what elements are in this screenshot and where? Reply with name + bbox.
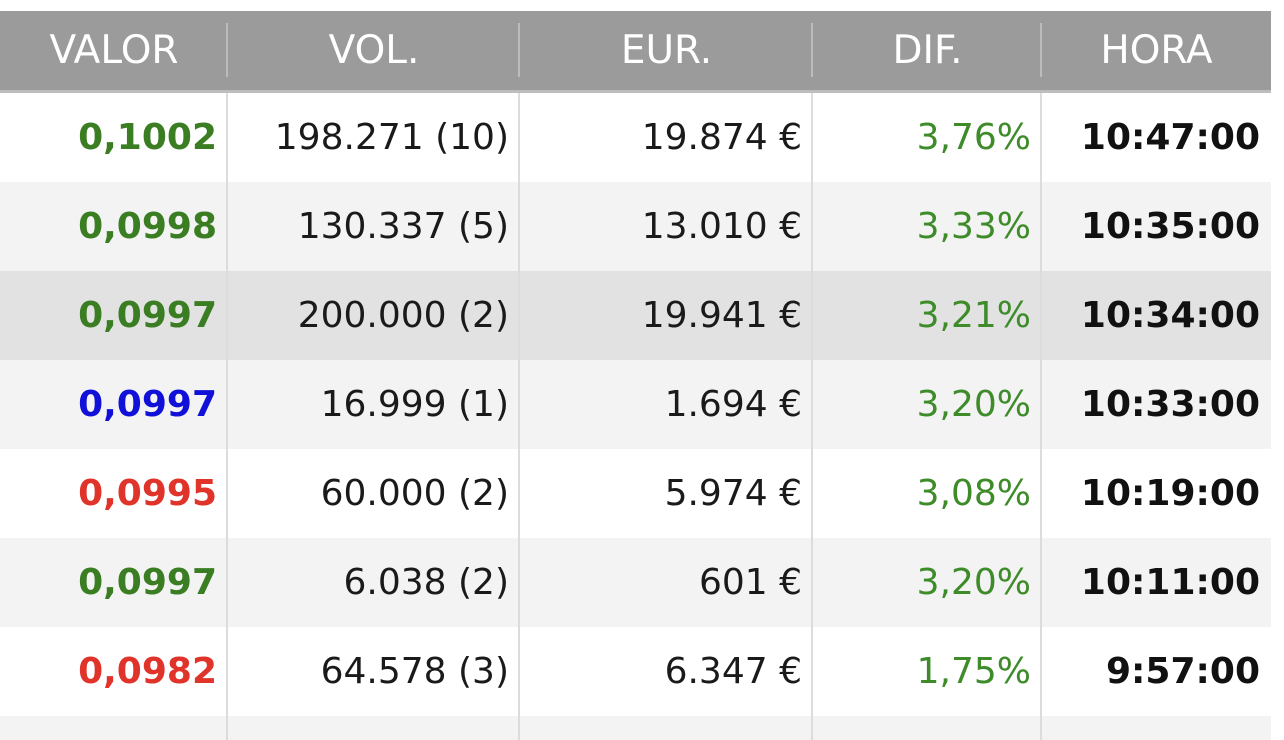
column-header-eur[interactable]: EUR.	[520, 11, 813, 90]
cell-hora: 10:33:00	[1080, 384, 1260, 425]
table-row-partial	[0, 716, 1271, 740]
cell-eur: 13.010 €	[520, 182, 813, 271]
cell-vol: 6.038 (2)	[228, 538, 520, 627]
cell-hora: 10:35:00	[1080, 206, 1260, 247]
cell-hora: 10:34:00	[1080, 295, 1260, 336]
cell-dif: 3,21%	[813, 271, 1042, 360]
cell-vol: 200.000 (2)	[228, 271, 520, 360]
table-header: VALOR VOL. EUR. DIF. HORA	[0, 11, 1271, 93]
cell-eur: 1.694 €	[520, 360, 813, 449]
cell-eur: 19.874 €	[520, 93, 813, 182]
column-header-vol[interactable]: VOL.	[228, 11, 520, 90]
table-row[interactable]: 0,0995 60.000 (2) 5.974 € 3,08% 10:19:00	[0, 449, 1271, 538]
cell-vol: 16.999 (1)	[228, 360, 520, 449]
cell-dif: 3,76%	[813, 93, 1042, 182]
cell-empty	[1042, 716, 1271, 740]
cell-hora: 10:11:00	[1080, 562, 1260, 603]
cell-vol: 60.000 (2)	[228, 449, 520, 538]
cell-vol: 64.578 (3)	[228, 627, 520, 716]
cell-dif: 1,75%	[813, 627, 1042, 716]
cell-empty	[520, 716, 813, 740]
cell-dif: 3,08%	[813, 449, 1042, 538]
cell-dif: 3,20%	[813, 360, 1042, 449]
cell-valor: 0,0998	[0, 182, 228, 271]
cell-valor: 0,0982	[0, 627, 228, 716]
table-row[interactable]: 0,0998 130.337 (5) 13.010 € 3,33% 10:35:…	[0, 182, 1271, 271]
cell-empty	[0, 716, 228, 740]
table-row[interactable]: 0,0997 200.000 (2) 19.941 € 3,21% 10:34:…	[0, 271, 1271, 360]
cell-hora: 9:57:00	[1105, 651, 1260, 692]
table-row[interactable]: 0,0997 16.999 (1) 1.694 € 3,20% 10:33:00	[0, 360, 1271, 449]
column-header-dif[interactable]: DIF.	[813, 11, 1042, 90]
cell-eur: 601 €	[520, 538, 813, 627]
cell-valor: 0,0997	[0, 360, 228, 449]
cell-vol: 130.337 (5)	[228, 182, 520, 271]
table-row[interactable]: 0,0997 6.038 (2) 601 € 3,20% 10:11:00	[0, 538, 1271, 627]
cell-hora: 10:19:00	[1080, 473, 1260, 514]
table-body: 0,1002 198.271 (10) 19.874 € 3,76% 10:47…	[0, 93, 1271, 740]
cell-eur: 5.974 €	[520, 449, 813, 538]
cell-valor: 0,1002	[0, 93, 228, 182]
column-header-valor[interactable]: VALOR	[0, 11, 228, 90]
cell-empty	[813, 716, 1042, 740]
cell-eur: 6.347 €	[520, 627, 813, 716]
cell-dif: 3,33%	[813, 182, 1042, 271]
cell-valor: 0,0997	[0, 271, 228, 360]
table-row[interactable]: 0,1002 198.271 (10) 19.874 € 3,76% 10:47…	[0, 93, 1271, 182]
cell-eur: 19.941 €	[520, 271, 813, 360]
table-row[interactable]: 0,0982 64.578 (3) 6.347 € 1,75% 9:57:00	[0, 627, 1271, 716]
column-header-hora[interactable]: HORA	[1100, 28, 1213, 73]
cell-vol: 198.271 (10)	[228, 93, 520, 182]
cell-empty	[228, 716, 520, 740]
cell-valor: 0,0995	[0, 449, 228, 538]
cell-valor: 0,0997	[0, 538, 228, 627]
cell-dif: 3,20%	[813, 538, 1042, 627]
top-spacer	[0, 0, 1271, 11]
cell-hora: 10:47:00	[1080, 117, 1260, 158]
